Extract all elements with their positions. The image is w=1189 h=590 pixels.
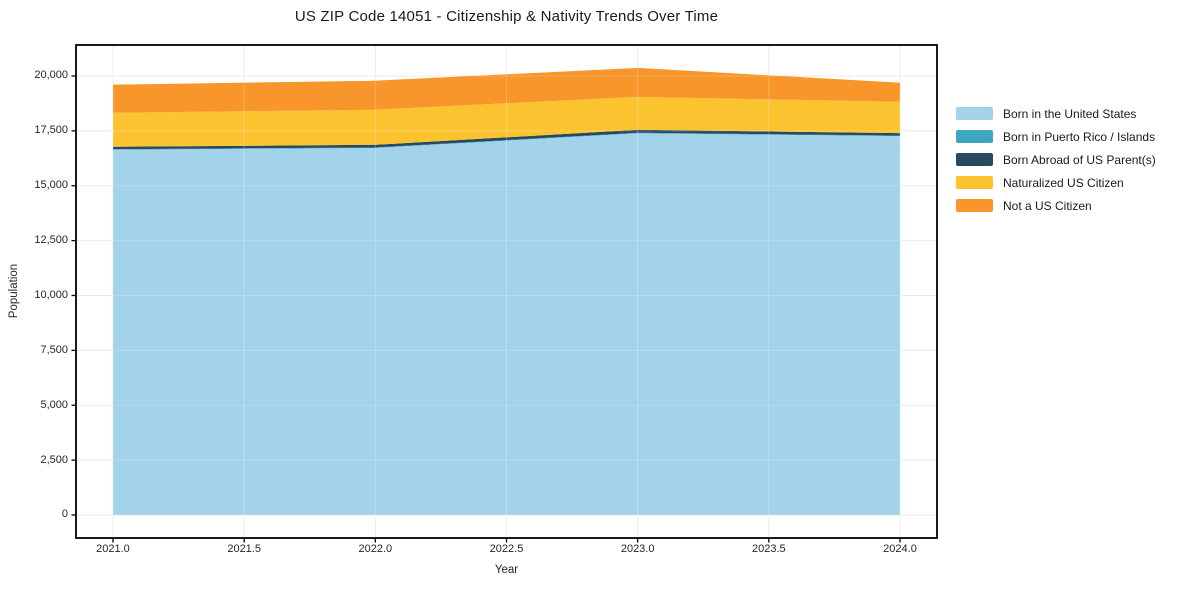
legend-swatch: [956, 199, 993, 212]
y-tick-label: 17,500: [34, 124, 68, 137]
legend-item: Not a US Citizen: [956, 194, 1156, 217]
legend-label: Naturalized US Citizen: [1003, 175, 1124, 190]
legend-item: Naturalized US Citizen: [956, 171, 1156, 194]
x-tick-label: 2022.0: [358, 543, 393, 555]
y-tick-label: 15,000: [34, 179, 68, 192]
legend-label: Born in Puerto Rico / Islands: [1003, 129, 1156, 144]
y-tick-label: 10,000: [34, 288, 68, 301]
y-tick-label: 20,000: [34, 69, 68, 82]
legend-item: Born Abroad of US Parent(s): [956, 148, 1156, 171]
x-tick-label: 2024.0: [883, 543, 917, 555]
x-tick-label: 2023.0: [620, 543, 655, 555]
y-tick-label: 7,500: [40, 343, 68, 356]
y-axis-label: Population: [8, 263, 20, 319]
x-tick-label: 2022.5: [489, 543, 524, 555]
chart-title: US ZIP Code 14051 - Citizenship & Nativi…: [294, 8, 719, 25]
area-series-5: [112, 67, 901, 113]
legend-label: Born in the United States: [1003, 106, 1137, 121]
legend-item: Born in Puerto Rico / Islands: [956, 125, 1156, 148]
chart-legend: Born in the United States Born in Puerto …: [956, 102, 1156, 217]
area-series-1: [112, 133, 901, 515]
legend-item: Born in the United States: [956, 102, 1156, 125]
x-tick-label: 2023.5: [752, 543, 786, 555]
area-series-4: [112, 96, 901, 147]
y-tick-label: 0: [61, 508, 68, 521]
legend-label: Born Abroad of US Parent(s): [1003, 152, 1156, 167]
legend-swatch: [956, 130, 993, 143]
x-axis-label: Year: [494, 564, 519, 576]
legend-swatch: [956, 107, 993, 120]
legend-swatch: [956, 176, 993, 189]
legend-label: Not a US Citizen: [1003, 198, 1092, 213]
x-tick-label: 2021.0: [96, 543, 130, 555]
y-tick-label: 2,500: [40, 453, 68, 466]
legend-swatch: [956, 153, 993, 166]
x-tick-label: 2021.5: [227, 543, 261, 555]
y-tick-label: 5,000: [40, 398, 68, 411]
y-tick-label: 12,500: [34, 234, 68, 247]
area-series-3: [112, 129, 901, 150]
